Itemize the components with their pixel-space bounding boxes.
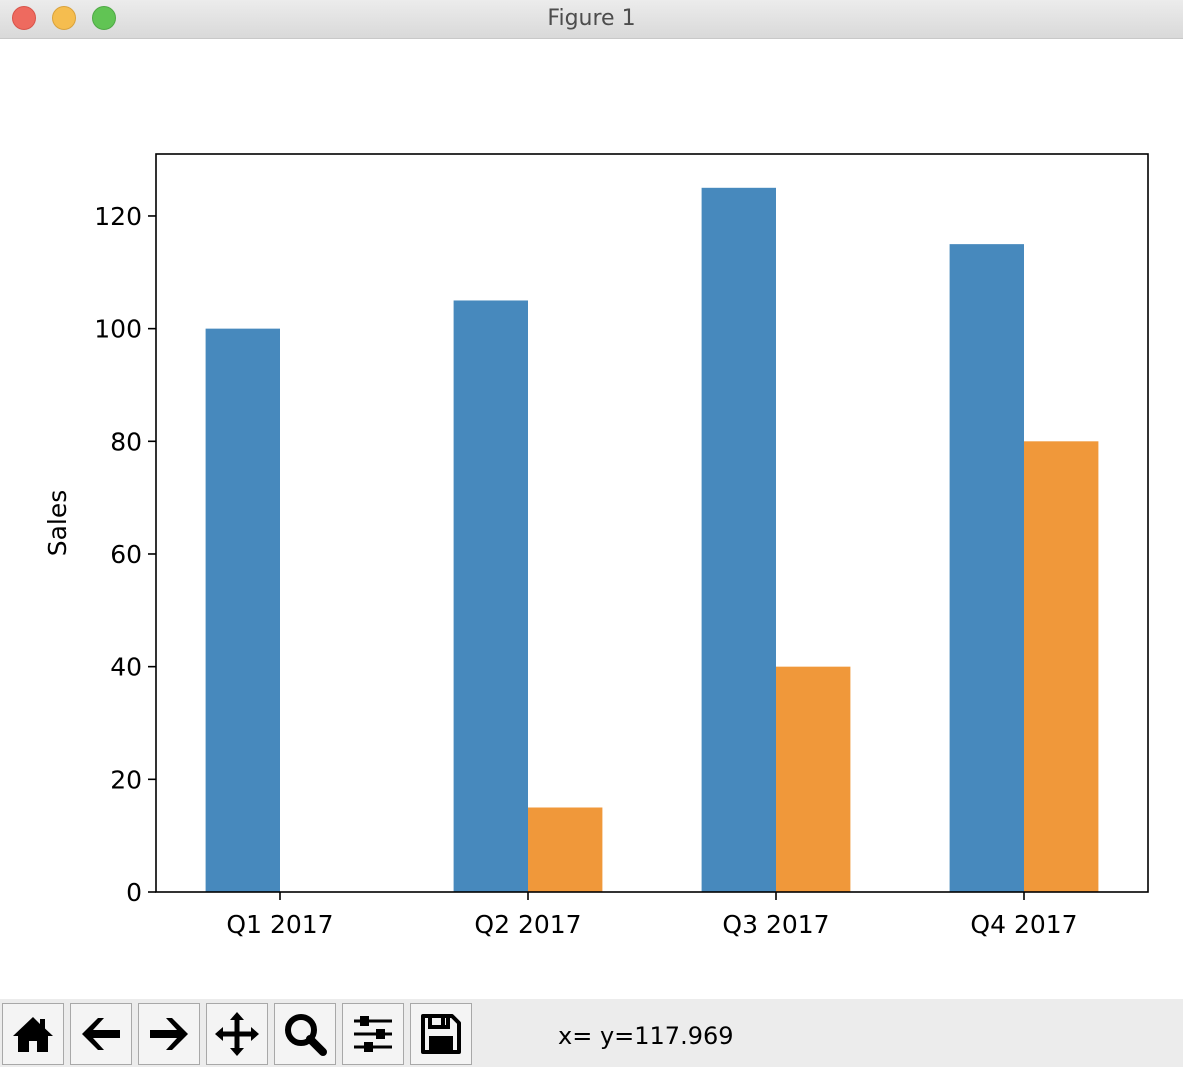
bar-2-3 xyxy=(776,666,851,892)
bar-1-4 xyxy=(949,244,1024,893)
pan-button[interactable] xyxy=(206,1003,268,1065)
bar-chart: 0 20 40 60 80 100 120 Q1 2017 Q2 2017 Q3 2017 Q4 2… xyxy=(43,153,1149,939)
y-axis-label: Sales xyxy=(43,490,72,557)
plot-frame xyxy=(155,153,1149,893)
configure-subplots-button[interactable] xyxy=(342,1003,404,1065)
magnifier-icon xyxy=(285,1014,327,1056)
bar-1-3 xyxy=(701,187,776,893)
window-titlebar: Figure 1 xyxy=(0,0,1183,39)
bar-2-2 xyxy=(528,807,603,892)
forward-button[interactable] xyxy=(138,1003,200,1065)
x-tick-label: Q4 2017 xyxy=(970,910,1077,939)
bar-2-4 xyxy=(1024,441,1099,892)
x-tick-label: Q1 2017 xyxy=(226,910,333,939)
y-tick-label: 20 xyxy=(110,765,142,794)
y-tick-label: 40 xyxy=(110,653,142,682)
y-tick-label: 60 xyxy=(110,540,142,569)
zoom-button[interactable] xyxy=(274,1003,336,1065)
y-tick-label: 100 xyxy=(94,315,142,344)
sliders-icon xyxy=(354,1016,392,1052)
save-button[interactable] xyxy=(410,1003,472,1065)
bar-1-2 xyxy=(453,300,528,893)
home-button[interactable] xyxy=(2,1003,64,1065)
zoom-window-button[interactable] xyxy=(92,6,116,30)
x-tick-label: Q2 2017 xyxy=(474,910,581,939)
arrow-right-icon xyxy=(150,1018,188,1050)
y-tick-label: 120 xyxy=(94,202,142,231)
bar-1-1 xyxy=(205,328,280,892)
close-window-button[interactable] xyxy=(12,6,36,30)
home-icon xyxy=(13,1017,53,1052)
move-icon xyxy=(215,1012,259,1056)
cursor-coordinates: x= y=117.969 xyxy=(558,1022,734,1050)
x-tick-label: Q3 2017 xyxy=(722,910,829,939)
minimize-window-button[interactable] xyxy=(52,6,76,30)
window-title: Figure 1 xyxy=(547,6,636,31)
floppy-disk-icon xyxy=(421,1014,461,1054)
y-tick-label: 0 xyxy=(126,878,142,907)
y-tick-label: 80 xyxy=(110,427,142,456)
arrow-left-icon xyxy=(82,1018,120,1050)
navigation-toolbar xyxy=(0,999,1183,1067)
back-button[interactable] xyxy=(70,1003,132,1065)
